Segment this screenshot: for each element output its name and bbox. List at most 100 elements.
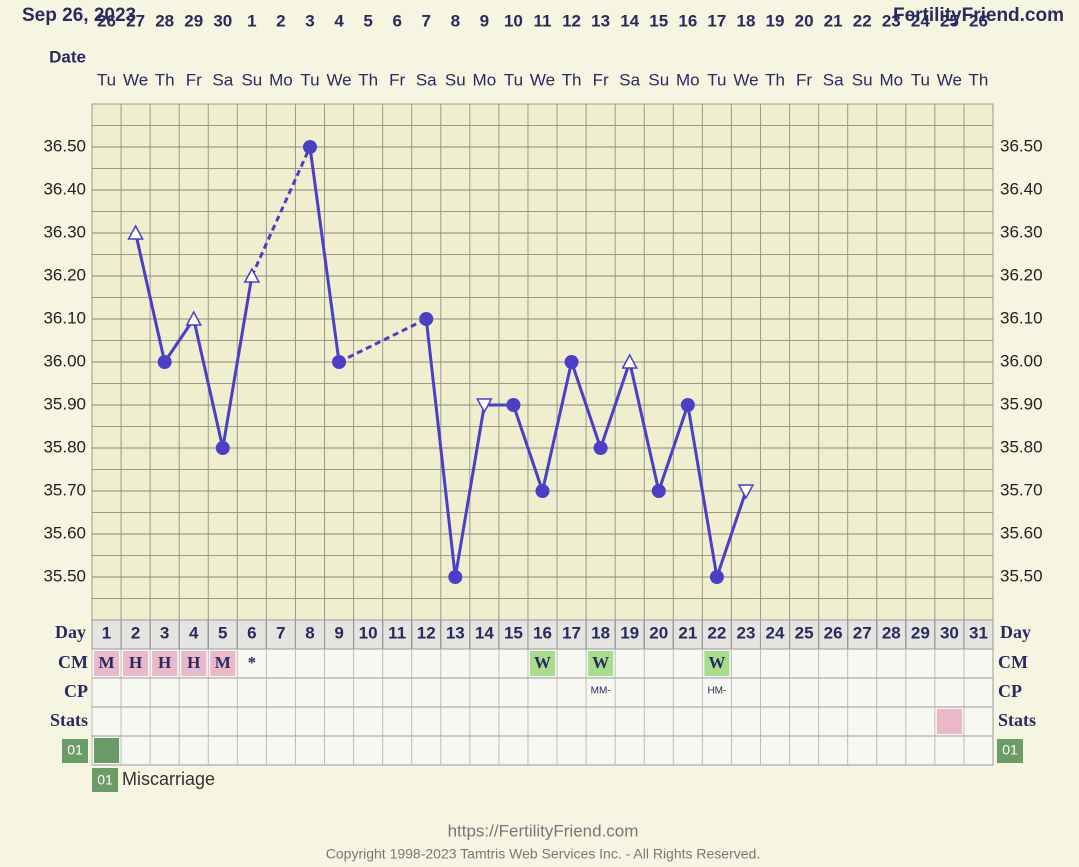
row-label-right: Stats (998, 710, 1036, 730)
weekday-label: Th (765, 70, 785, 89)
weekday-label: Fr (593, 70, 609, 89)
cell-text: MM- (591, 686, 611, 697)
weekday-label: Tu (911, 70, 930, 89)
cell-text: H (187, 653, 200, 672)
weekday-label: We (937, 70, 962, 89)
y2-tick-label: 35.50 (1000, 566, 1043, 585)
date-label: 13 (591, 11, 610, 30)
day-number: 4 (189, 623, 199, 642)
y2-tick-label: 35.70 (1000, 480, 1043, 499)
date-label: 19 (766, 11, 785, 30)
cell-fill (529, 651, 556, 676)
day-label-right: Day (1000, 622, 1031, 642)
y-tick-label: 35.70 (43, 480, 86, 499)
date-label: 21 (824, 11, 843, 30)
weekday-label: Th (358, 70, 378, 89)
day-number: 25 (795, 623, 814, 642)
y-tick-label: 36.40 (43, 179, 86, 198)
y2-tick-label: 36.30 (1000, 222, 1043, 241)
y-tick-label: 36.10 (43, 308, 86, 327)
day-number: 22 (707, 623, 726, 642)
copyright: Copyright 1998-2023 Tamtris Web Services… (326, 846, 760, 862)
day-number: 18 (591, 623, 610, 642)
temp-segment (570, 361, 603, 449)
temp-point (476, 398, 493, 414)
y-tick-label: 36.00 (43, 351, 86, 370)
date-label: 12 (562, 11, 581, 30)
chart-date: Sep 26, 2023 (22, 5, 136, 26)
day-number: 6 (247, 623, 256, 642)
day-row (91, 619, 994, 650)
weekday-label: Su (648, 70, 669, 89)
weekday-label: Mo (676, 70, 700, 89)
temp-point (680, 398, 695, 412)
cell-fill (152, 651, 178, 676)
temp-point (243, 267, 261, 283)
date-label: 4 (334, 11, 344, 30)
temp-point (651, 484, 666, 498)
date-label: 20 (795, 11, 814, 30)
cell-text: M (99, 653, 115, 672)
temp-segment (715, 490, 748, 578)
weekday-label: Su (445, 70, 466, 89)
temp-point (506, 398, 521, 412)
y-tick-label: 35.90 (43, 394, 86, 413)
y2-tick-label: 36.00 (1000, 351, 1043, 370)
temp-segment (541, 361, 574, 492)
weekday-label: We (733, 70, 758, 89)
y2-tick-label: 36.20 (1000, 265, 1043, 284)
date-label: 25 (940, 11, 959, 30)
weekday-label: Sa (823, 70, 844, 89)
temp-point (185, 310, 202, 326)
weekday-label: Fr (186, 70, 202, 89)
date-label: 26 (969, 11, 988, 30)
y2-tick-label: 35.80 (1000, 437, 1043, 456)
cell-text: H (129, 653, 142, 672)
date-label: Date (49, 47, 86, 66)
temp-point (621, 353, 638, 369)
y2-tick-label: 36.40 (1000, 179, 1043, 198)
date-label: 29 (184, 11, 203, 30)
temp-segment (308, 146, 341, 363)
date-label: 10 (504, 11, 523, 30)
date-label: 14 (620, 11, 639, 30)
temp-segment (192, 318, 225, 449)
table-row (91, 677, 994, 708)
weekday-label: Th (969, 70, 989, 89)
temp-segment (163, 318, 195, 363)
temp-segment (134, 232, 167, 363)
weekday-label: Tu (707, 70, 726, 89)
row-label: 01 (67, 742, 83, 758)
temp-point (215, 441, 230, 455)
weekday-label: Sa (619, 70, 640, 89)
date-label: 26 (97, 11, 116, 30)
date-label: 1 (247, 11, 256, 30)
date-label: 22 (853, 11, 872, 30)
row-label-right: 01 (1002, 742, 1018, 758)
temp-point (302, 140, 317, 154)
temp-segment (628, 361, 661, 492)
y-tick-label: 36.30 (43, 222, 86, 241)
weekday-label: Fr (389, 70, 405, 89)
weekday-label: We (326, 70, 351, 89)
date-label: 2 (276, 11, 285, 30)
row-label-box (62, 739, 88, 763)
temp-segment (424, 318, 457, 578)
day-number: 13 (446, 623, 465, 642)
footer-url[interactable]: https://FertilityFriend.com (448, 821, 639, 840)
day-number: 17 (562, 623, 581, 642)
day-number: 29 (911, 623, 930, 642)
cell-fill (94, 651, 120, 676)
date-label: 9 (480, 11, 489, 30)
temp-segment (338, 317, 427, 364)
temp-point (564, 355, 579, 369)
legend-swatch (92, 768, 118, 792)
date-label: 18 (736, 11, 755, 30)
temp-point (157, 355, 172, 369)
day-number: 12 (417, 623, 436, 642)
weekday-label: We (530, 70, 555, 89)
site-name[interactable]: FertilityFriend.com (893, 5, 1064, 26)
y2-tick-label: 35.90 (1000, 394, 1043, 413)
day-number: 10 (359, 623, 378, 642)
date-label: 5 (363, 11, 372, 30)
